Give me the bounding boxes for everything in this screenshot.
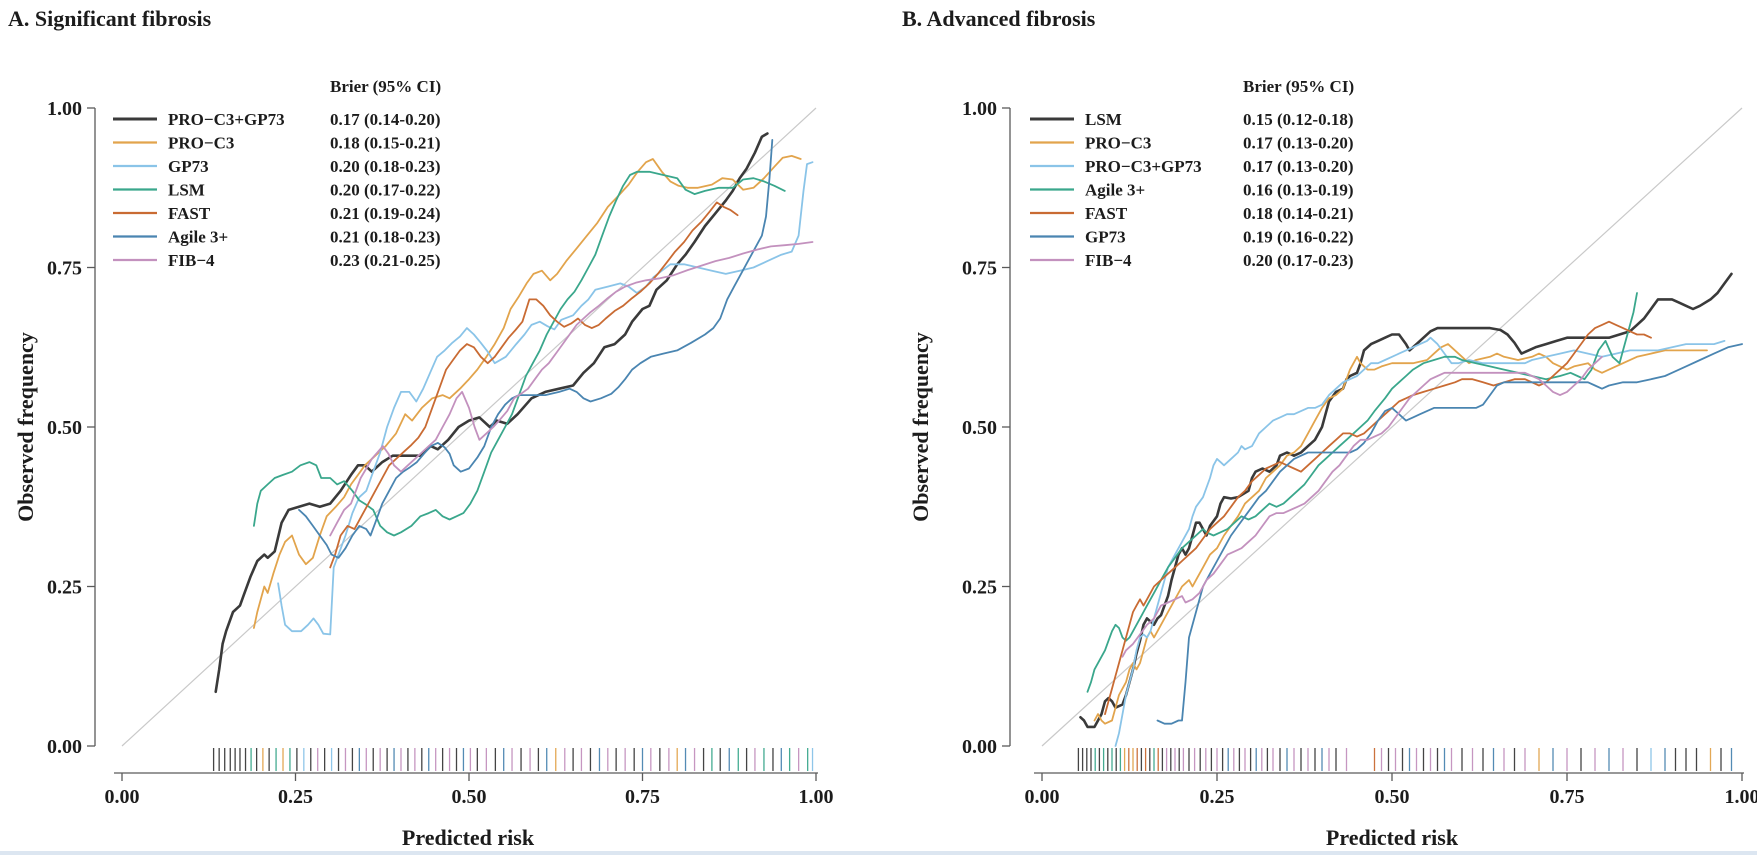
y-tick-label: 0.50 xyxy=(47,417,82,439)
diagonal-reference-line xyxy=(1041,107,1743,747)
legend-brier-gp73: 0.19 (0.16-0.22) xyxy=(1243,228,1353,247)
legend: PRO−C3+GP73 0.17 (0.14-0.20) PRO−C3 0.18 (0… xyxy=(113,110,440,270)
diagonal-reference-line xyxy=(121,107,817,747)
axes xyxy=(1002,107,1744,781)
y-tick-label: 0.50 xyxy=(962,417,997,439)
x-tick-label: 0.00 xyxy=(1025,786,1060,808)
legend-label-pro-c3-gp73: PRO−C3+GP73 xyxy=(1085,157,1202,176)
legend-label-fib-4: FIB−4 xyxy=(168,251,215,270)
series-line-lsm xyxy=(253,170,786,537)
legend-brier-agile-3: 0.21 (0.18-0.23) xyxy=(330,228,440,247)
series-line-fib-4 xyxy=(1121,355,1603,658)
legend-label-agile-3: Agile 3+ xyxy=(1085,181,1145,200)
x-tick-label: 0.75 xyxy=(1550,786,1585,808)
legend-brier-lsm: 0.20 (0.17-0.22) xyxy=(330,181,440,200)
legend-label-fib-4: FIB−4 xyxy=(1085,251,1132,270)
legend-label-lsm: LSM xyxy=(1085,110,1122,129)
y-tick-label: 0.25 xyxy=(47,577,82,599)
axes xyxy=(87,107,818,781)
x-tick-label: 0.50 xyxy=(1375,786,1410,808)
legend-label-gp73: GP73 xyxy=(1085,228,1126,247)
x-tick-label: 1.00 xyxy=(1725,786,1757,808)
y-tick-label: 0.75 xyxy=(962,258,997,280)
panel-b-x-axis-title: Predicted risk xyxy=(1326,825,1459,850)
x-tick-label: 0.25 xyxy=(278,786,313,808)
legend-brier-fast: 0.21 (0.19-0.24) xyxy=(330,204,440,223)
legend-label-pro-c3: PRO−C3 xyxy=(168,134,234,153)
legend-brier-pro-c3-gp73: 0.17 (0.14-0.20) xyxy=(330,110,440,129)
series-line-lsm xyxy=(1079,272,1733,729)
legend-label-gp73: GP73 xyxy=(168,157,209,176)
x-tick-label: 1.00 xyxy=(799,786,834,808)
legend-label-fast: FAST xyxy=(1085,204,1128,223)
bottom-edge-strip xyxy=(0,851,1757,855)
series-line-pro-c3-gp73 xyxy=(1114,336,1726,747)
panel-a-x-axis-title: Predicted risk xyxy=(402,825,535,850)
series-line-fast xyxy=(1104,320,1652,715)
series-line-pro-c3 xyxy=(253,155,802,629)
y-tick-label: 0.25 xyxy=(962,577,997,599)
legend-brier-fib-4: 0.20 (0.17-0.23) xyxy=(1243,251,1353,270)
panel-a-plot-area: 0.00 0.25 0.50 0.75 1.00 0.00 0.25 0.50 0.75 1.00… xyxy=(47,98,834,808)
panel-b-title: B. Advanced fibrosis xyxy=(902,6,1096,31)
y-tick-label: 0.75 xyxy=(47,258,82,280)
panel-a-legend-header: Brier (95% CI) xyxy=(330,77,441,96)
panel-a-title: A. Significant fibrosis xyxy=(8,6,212,31)
series-line-fib-4 xyxy=(329,241,814,537)
rug-ticks xyxy=(212,748,814,771)
legend-brier-pro-c3: 0.18 (0.15-0.21) xyxy=(330,134,440,153)
x-tick-label: 0.50 xyxy=(452,786,487,808)
series-line-pro-c3-gp73 xyxy=(214,132,769,694)
legend-brier-agile-3: 0.16 (0.13-0.19) xyxy=(1243,181,1353,200)
legend-label-pro-c3-gp73: PRO−C3+GP73 xyxy=(168,110,285,129)
legend-brier-pro-c3-gp73: 0.17 (0.13-0.20) xyxy=(1243,157,1353,176)
legend: LSM 0.15 (0.12-0.18) PRO−C3 0.17 (0.13-0.20… xyxy=(1030,110,1353,270)
panel-a-y-axis-title: Observed frequency xyxy=(13,332,38,522)
x-tick-label: 0.25 xyxy=(1200,786,1235,808)
y-tick-label: 0.00 xyxy=(962,736,997,758)
x-tick-label: 0.75 xyxy=(625,786,660,808)
panel-b-legend-header: Brier (95% CI) xyxy=(1243,77,1354,96)
panel-b-plot-area: 0.00 0.25 0.50 0.75 1.00 0.00 0.25 0.50 0.75 1.00… xyxy=(962,98,1757,808)
panel-b-y-axis-title: Observed frequency xyxy=(908,332,933,522)
legend-label-lsm: LSM xyxy=(168,181,205,200)
rug-ticks xyxy=(1077,748,1733,771)
series-line-agile-3 xyxy=(1086,292,1638,693)
legend-label-fast: FAST xyxy=(168,204,211,223)
legend-label-pro-c3: PRO−C3 xyxy=(1085,134,1151,153)
series-line-fast xyxy=(329,201,739,569)
y-tick-label: 0.00 xyxy=(47,736,82,758)
x-tick-label: 0.00 xyxy=(105,786,140,808)
legend-brier-fast: 0.18 (0.14-0.21) xyxy=(1243,204,1353,223)
legend-brier-gp73: 0.20 (0.18-0.23) xyxy=(330,157,440,176)
legend-brier-lsm: 0.15 (0.12-0.18) xyxy=(1243,110,1353,129)
legend-brier-fib-4: 0.23 (0.21-0.25) xyxy=(330,251,440,270)
legend-label-agile-3: Agile 3+ xyxy=(168,228,228,247)
series-line-gp73 xyxy=(1156,343,1743,725)
legend-brier-pro-c3: 0.17 (0.13-0.20) xyxy=(1243,134,1353,153)
y-tick-label: 1.00 xyxy=(47,98,82,120)
series-line-agile-3 xyxy=(298,139,774,559)
y-tick-label: 1.00 xyxy=(962,98,997,120)
